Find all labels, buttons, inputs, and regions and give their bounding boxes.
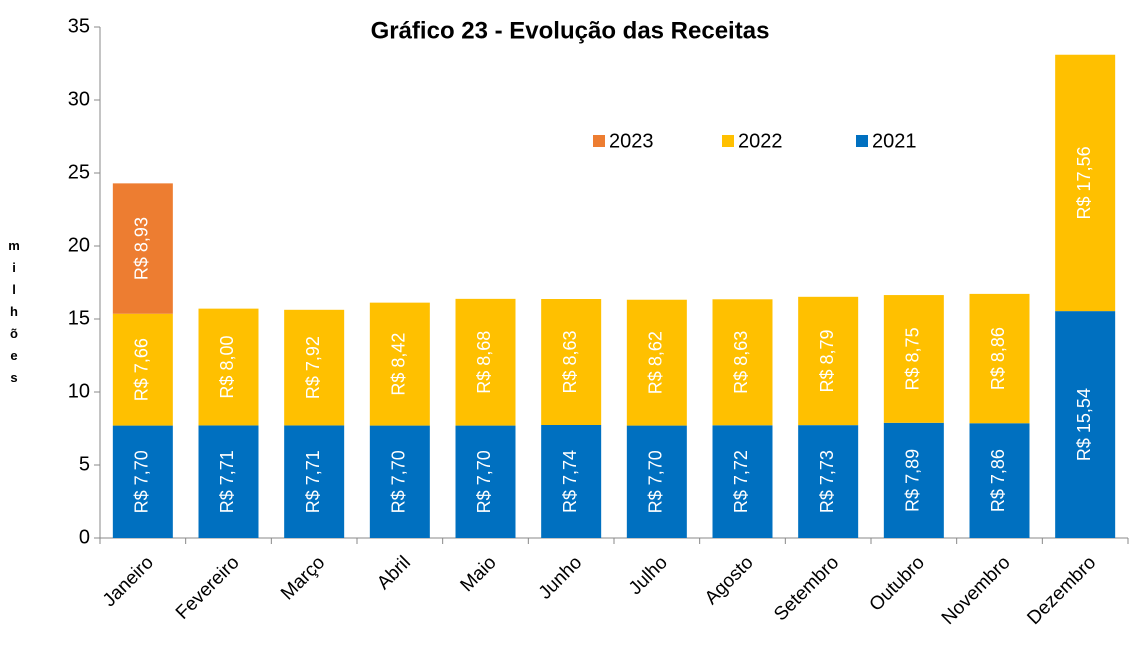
value-label: R$ 8,86 xyxy=(988,327,1008,390)
bar-segment xyxy=(369,302,430,426)
x-tick-label: Maio xyxy=(457,552,501,596)
y-tick-label: 0 xyxy=(79,526,90,548)
x-tick-label: Dezembro xyxy=(1023,552,1100,629)
bar-segment xyxy=(541,298,602,425)
y-tick-label: 25 xyxy=(68,161,90,183)
bar-segment xyxy=(1055,54,1116,312)
bar-segment xyxy=(541,424,602,538)
y-tick-label: 5 xyxy=(79,453,90,475)
bar-segment xyxy=(112,313,173,426)
bar-segment xyxy=(284,309,345,426)
value-label: R$ 8,00 xyxy=(217,336,237,399)
bar-segment xyxy=(1055,311,1116,538)
value-label: R$ 7,66 xyxy=(132,338,152,401)
x-tick-label: Novembro xyxy=(938,552,1015,629)
value-label: R$ 8,93 xyxy=(132,217,152,280)
value-label: R$ 8,42 xyxy=(389,333,409,396)
bar-segment xyxy=(798,425,859,538)
value-label: R$ 7,70 xyxy=(474,450,494,513)
bar-segment xyxy=(712,425,773,538)
x-tick-label: Agosto xyxy=(701,552,758,609)
x-tick-label: Março xyxy=(277,552,329,604)
value-label: R$ 7,70 xyxy=(132,450,152,513)
value-label: R$ 8,63 xyxy=(731,331,751,394)
chart-title: Gráfico 23 - Evolução das Receitas xyxy=(371,17,770,44)
x-tick-label: Outubro xyxy=(866,552,929,615)
x-tick-label: Abril xyxy=(373,552,415,594)
legend-swatch xyxy=(856,135,868,147)
value-label: R$ 8,79 xyxy=(817,329,837,392)
bar-segment xyxy=(883,422,944,538)
bar-segment xyxy=(969,293,1030,424)
value-label: R$ 8,68 xyxy=(474,331,494,394)
y-tick-label: 15 xyxy=(68,307,90,329)
legend-swatch xyxy=(593,135,605,147)
bar-segment xyxy=(883,295,944,423)
bar-segment xyxy=(284,425,345,538)
bar-segment xyxy=(712,299,773,426)
x-tick-label: Junho xyxy=(535,552,586,603)
x-tick-label: Fevereiro xyxy=(172,552,244,624)
value-label: R$ 7,92 xyxy=(303,336,323,399)
bar-segment xyxy=(369,425,430,538)
legend-label: 2021 xyxy=(872,130,917,152)
bar-segment xyxy=(198,425,259,538)
legend-label: 2023 xyxy=(609,130,654,152)
y-tick-label: 35 xyxy=(68,15,90,37)
bar-segment xyxy=(198,308,259,426)
value-label: R$ 7,73 xyxy=(817,450,837,513)
bar-segment xyxy=(112,425,173,538)
bar-segment xyxy=(626,299,687,426)
legend-swatch xyxy=(722,135,734,147)
value-label: R$ 7,71 xyxy=(217,450,237,513)
y-axis-label: milhões xyxy=(7,238,22,392)
value-label: R$ 7,74 xyxy=(560,450,580,513)
value-label: R$ 7,71 xyxy=(303,450,323,513)
bar-segment xyxy=(455,425,516,538)
value-label: R$ 8,63 xyxy=(560,330,580,393)
value-label: R$ 7,70 xyxy=(389,450,409,513)
bar-segment xyxy=(626,425,687,538)
x-tick-label: Julho xyxy=(625,552,672,599)
y-tick-label: 30 xyxy=(68,88,90,110)
x-tick-label: Janeiro xyxy=(99,552,158,611)
value-label: R$ 7,70 xyxy=(646,450,666,513)
bar-segment xyxy=(798,296,859,426)
y-tick-label: 10 xyxy=(68,380,90,402)
bar-segment xyxy=(112,183,173,314)
y-tick-label: 20 xyxy=(68,234,90,256)
value-label: R$ 7,86 xyxy=(988,449,1008,512)
value-label: R$ 15,54 xyxy=(1074,388,1094,461)
value-label: R$ 7,89 xyxy=(903,449,923,512)
legend-label: 2022 xyxy=(738,130,783,152)
value-label: R$ 8,62 xyxy=(646,331,666,394)
x-tick-label: Setembro xyxy=(770,552,843,625)
value-label: R$ 8,75 xyxy=(903,327,923,390)
bar-segment xyxy=(455,298,516,426)
value-label: R$ 7,72 xyxy=(731,450,751,513)
bar-segment xyxy=(969,423,1030,538)
value-label: R$ 17,56 xyxy=(1074,146,1094,219)
